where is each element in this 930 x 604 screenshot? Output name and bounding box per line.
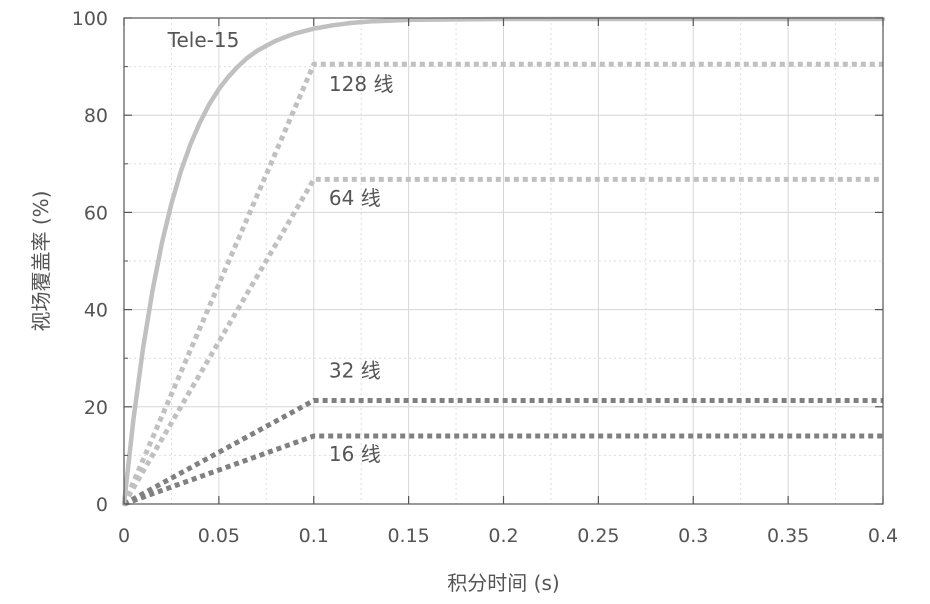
series-line-tele-15 bbox=[121, 16, 886, 507]
x-tick-label: 0.35 bbox=[767, 525, 809, 547]
series-label: 16 线 bbox=[329, 442, 381, 466]
x-tick-label: 0.1 bbox=[299, 525, 329, 547]
ticks bbox=[123, 17, 884, 505]
tick-labels: 0 0.05 0.1 0.15 0.2 0.25 0.3 0.35 0.4 0 20 40 60 80 10… bbox=[72, 8, 898, 547]
x-tick-label: 0.2 bbox=[488, 525, 518, 547]
y-tick-label: 20 bbox=[84, 397, 108, 419]
series-layer bbox=[121, 16, 886, 507]
x-tick-label: 0.3 bbox=[678, 525, 708, 547]
x-tick-label: 0.4 bbox=[868, 525, 898, 547]
y-axis-title: 视场覆盖率 (%) bbox=[29, 191, 53, 332]
series-line-16 bbox=[123, 433, 883, 507]
y-tick-label: 0 bbox=[96, 494, 108, 516]
grid bbox=[124, 18, 883, 504]
x-tick-label: 0.15 bbox=[387, 525, 429, 547]
x-tick-label: 0 bbox=[118, 525, 130, 547]
x-tick-label: 0.25 bbox=[577, 525, 619, 547]
series-line-128 bbox=[121, 61, 883, 505]
series-line-32 bbox=[122, 398, 883, 507]
series-label: 32 线 bbox=[329, 359, 381, 383]
series-label: 64 线 bbox=[329, 186, 381, 210]
series-labels: Tele-15 128 线 64 线 32 线 16 线 bbox=[167, 28, 394, 466]
series-label: 128 线 bbox=[329, 72, 394, 96]
y-tick-label: 80 bbox=[84, 105, 108, 127]
x-tick-label: 0.05 bbox=[198, 525, 240, 547]
series-label: Tele-15 bbox=[167, 28, 240, 52]
y-tick-label: 40 bbox=[84, 300, 108, 322]
y-tick-label: 100 bbox=[72, 8, 108, 30]
y-tick-label: 60 bbox=[84, 202, 108, 224]
x-axis-title: 积分时间 (s) bbox=[447, 571, 559, 595]
